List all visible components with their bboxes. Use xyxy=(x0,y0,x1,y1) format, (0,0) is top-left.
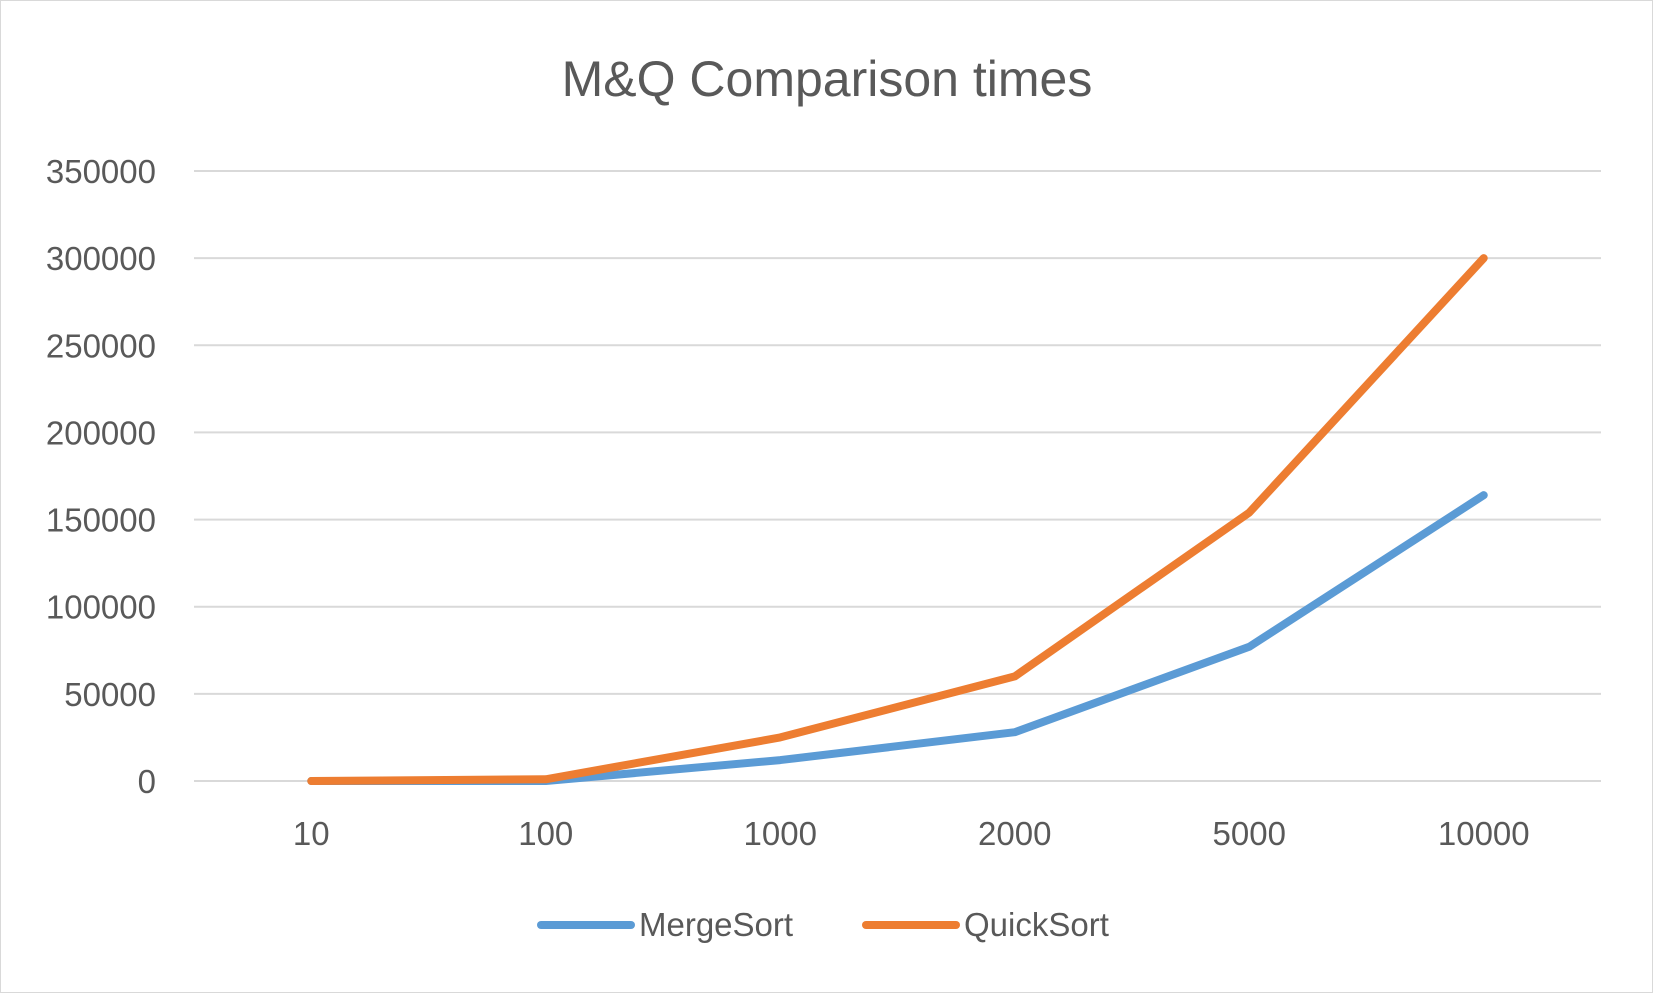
legend-label-quicksort: QuickSort xyxy=(964,906,1109,943)
series-lines xyxy=(307,254,1488,785)
x-axis-tick-labels: 10 100 1000 2000 5000 10000 xyxy=(293,815,1530,852)
y-tick-label: 100000 xyxy=(46,589,156,626)
x-tick-label: 10000 xyxy=(1438,815,1530,852)
x-tick-label: 2000 xyxy=(978,815,1051,852)
y-tick-label: 50000 xyxy=(64,676,156,713)
y-tick-label: 0 xyxy=(138,763,156,800)
gridlines xyxy=(194,170,1601,782)
y-tick-label: 250000 xyxy=(46,327,156,364)
x-tick-label: 100 xyxy=(518,815,573,852)
series-line-mergesort xyxy=(307,491,1488,785)
x-tick-label: 5000 xyxy=(1213,815,1286,852)
y-tick-label: 350000 xyxy=(46,153,156,190)
y-tick-label: 300000 xyxy=(46,240,156,277)
y-axis-tick-labels: 0 50000 100000 150000 200000 250000 300000 3500… xyxy=(46,153,156,800)
chart-title: M&Q Comparison times xyxy=(562,51,1093,107)
legend-label-mergesort: MergeSort xyxy=(639,906,793,943)
x-tick-label: 1000 xyxy=(744,815,817,852)
legend: MergeSort QuickSort xyxy=(537,906,1109,943)
y-tick-label: 150000 xyxy=(46,502,156,539)
x-tick-label: 10 xyxy=(293,815,330,852)
series-line-quicksort xyxy=(307,254,1488,785)
y-tick-label: 200000 xyxy=(46,414,156,451)
